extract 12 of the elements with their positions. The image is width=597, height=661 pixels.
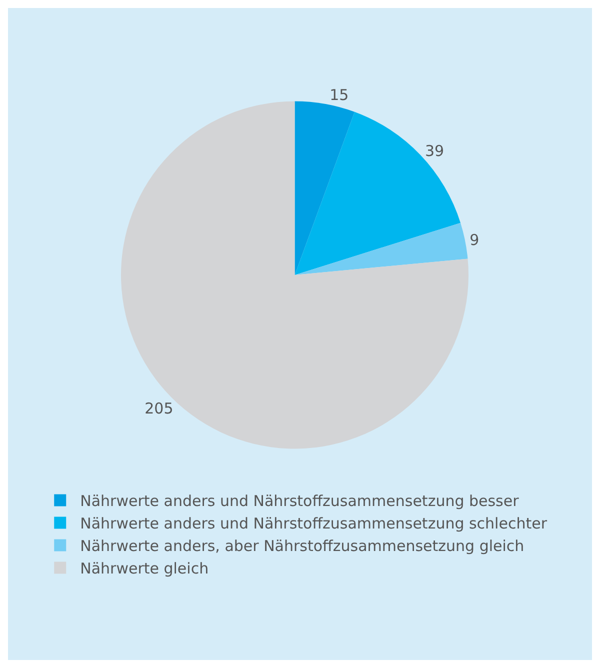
legend-label: Nährwerte anders, aber Nährstoffzusammensetzung gleich — [80, 537, 524, 556]
data-label: 205 — [144, 399, 174, 418]
pie-slice — [294, 101, 355, 275]
pie-slice — [294, 222, 468, 275]
legend-label: Nährwerte anders und Nährstoffzusammensetzung schlechter — [80, 514, 548, 533]
pie-slice — [294, 112, 460, 275]
data-label: 39 — [424, 142, 444, 160]
legend-label: Nährwerte anders und Nährstoffzusammensetzung besser — [80, 492, 520, 510]
legend-label: Nährwerte gleich — [80, 560, 209, 578]
data-label: 9 — [470, 231, 480, 250]
data-label: 15 — [330, 86, 349, 104]
pie-slice — [121, 101, 468, 449]
